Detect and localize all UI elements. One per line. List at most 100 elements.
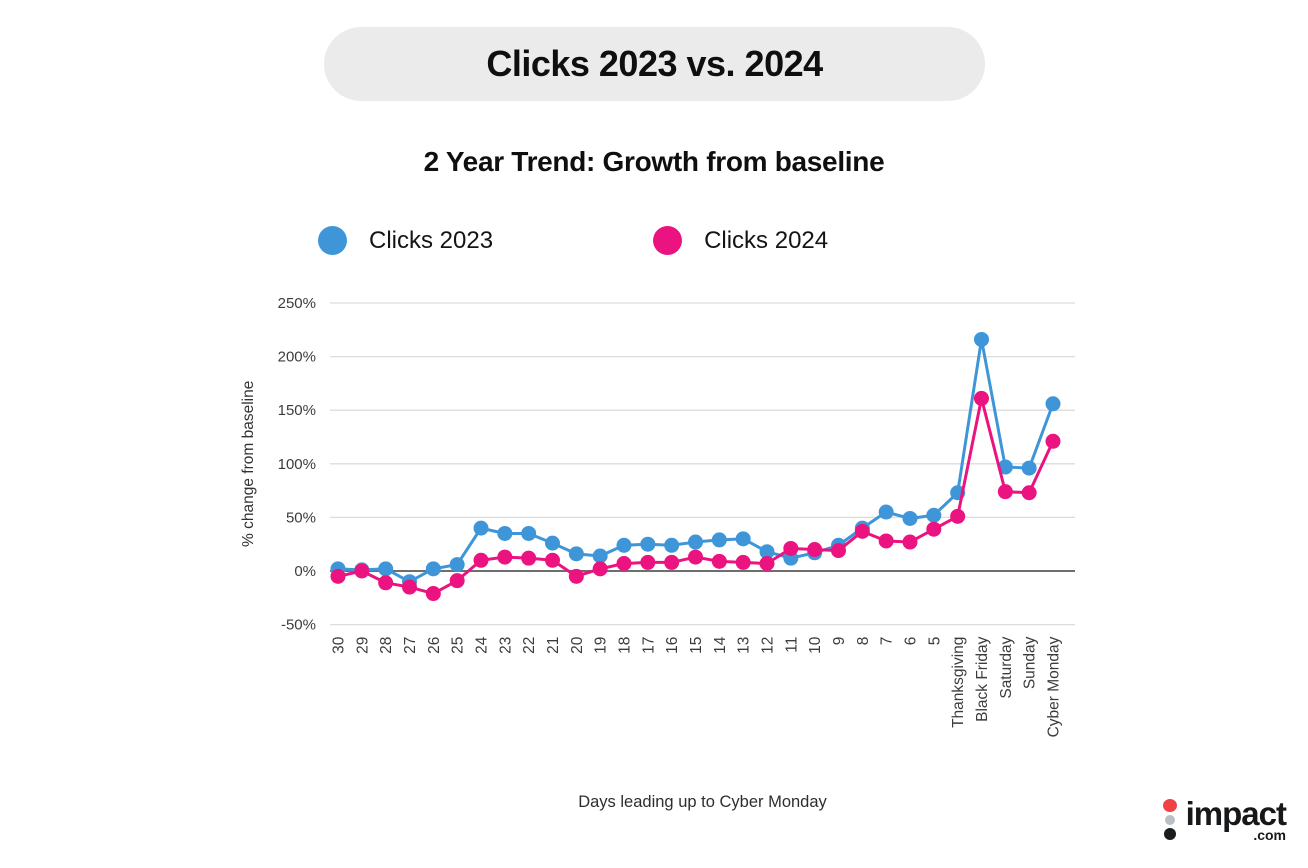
- data-point: [926, 507, 942, 523]
- x-tick-label: 19: [593, 637, 610, 654]
- x-tick-label: 13: [736, 637, 753, 654]
- data-point: [521, 550, 537, 566]
- data-point: [473, 520, 489, 536]
- data-point: [497, 549, 513, 565]
- data-point: [568, 568, 584, 584]
- data-point: [831, 543, 846, 559]
- data-point: [688, 534, 703, 550]
- data-point: [592, 548, 608, 564]
- x-tick-label: 15: [688, 637, 705, 654]
- chart-svg: 250% 200% 150% 100% 50% 0% -50% % change from b…: [240, 295, 1075, 811]
- x-axis-title: Days leading up to Cyber Monday: [578, 793, 827, 811]
- x-tick-label: 20: [569, 636, 586, 654]
- data-point: [425, 561, 441, 577]
- data-point: [1021, 485, 1037, 501]
- data-point: [473, 552, 489, 568]
- data-point: [926, 521, 942, 537]
- data-point: [664, 554, 680, 570]
- logo-text: impact: [1185, 795, 1287, 832]
- title-pill: Clicks 2023 vs. 2024: [324, 27, 985, 101]
- impact-logo: impact .com: [1162, 795, 1287, 842]
- data-point: [449, 557, 465, 573]
- x-tick-label: 11: [783, 637, 800, 653]
- data-point: [616, 537, 632, 553]
- data-point: [711, 532, 727, 548]
- x-tick-label: 21: [545, 637, 562, 654]
- legend-label: Clicks 2024: [704, 226, 829, 254]
- x-tick-label: 27: [402, 637, 419, 654]
- data-point: [878, 504, 894, 520]
- data-point: [759, 544, 775, 560]
- data-point: [616, 555, 632, 571]
- x-tick-label: 9: [831, 637, 848, 646]
- x-tick-label: 18: [617, 637, 634, 654]
- data-point: [950, 508, 966, 524]
- data-point: [425, 586, 441, 602]
- line-chart: 250% 200% 150% 100% 50% 0% -50% % change from b…: [0, 270, 1308, 820]
- x-tick-label: 28: [378, 637, 395, 654]
- data-point: [997, 459, 1013, 475]
- y-tick-label: -50%: [281, 617, 316, 634]
- data-point: [378, 561, 394, 577]
- data-point: [640, 554, 656, 570]
- x-tick-label: 8: [855, 637, 872, 646]
- data-point: [759, 555, 775, 571]
- data-point: [735, 531, 751, 547]
- data-point: [1045, 433, 1061, 449]
- x-tick-label: 5: [926, 637, 943, 646]
- data-point: [592, 561, 608, 577]
- x-tick-label: 16: [664, 637, 681, 654]
- legend-item: Clicks 2024: [653, 226, 828, 255]
- data-point: [688, 549, 703, 565]
- data-point: [354, 563, 370, 579]
- x-tick-label: Cyber Monday: [1046, 636, 1063, 737]
- data-point: [640, 536, 656, 552]
- data-point: [664, 537, 680, 553]
- x-tick-label: 7: [879, 637, 896, 646]
- legend-item: Clicks 2023: [318, 226, 493, 255]
- y-tick-label: 200%: [278, 349, 316, 366]
- logo-dot-icon: [1163, 828, 1176, 840]
- y-tick-label: 100%: [278, 456, 316, 473]
- data-point: [974, 331, 989, 347]
- x-tick-label: 14: [712, 636, 729, 654]
- y-axis-title: % change from baseline: [240, 381, 257, 547]
- x-tick-label: 30: [331, 636, 348, 654]
- data-point: [902, 510, 918, 526]
- logo-wordmark: impact .com: [1185, 795, 1287, 842]
- y-tick-label: 250%: [278, 295, 316, 312]
- data-point: [783, 540, 799, 556]
- logo-dots-icon: [1162, 799, 1177, 842]
- data-point: [545, 535, 560, 551]
- x-tick-label: 22: [521, 637, 538, 654]
- y-tick-label: 150%: [278, 402, 316, 419]
- x-tick-label: 12: [760, 637, 777, 654]
- data-point: [878, 533, 894, 549]
- data-point: [735, 554, 751, 570]
- legend-dot-icon: [653, 226, 683, 255]
- y-tick-label: 0%: [294, 563, 316, 580]
- chart-subtitle: 2 Year Trend: Growth from baseline: [423, 146, 885, 177]
- logo-dot-icon: [1162, 799, 1177, 812]
- data-point: [854, 523, 870, 539]
- data-point: [378, 575, 394, 591]
- x-tick-label: 23: [497, 637, 514, 654]
- data-point: [330, 568, 346, 584]
- data-point: [497, 525, 513, 541]
- chart-legend: Clicks 2023 Clicks 2024: [318, 226, 828, 255]
- y-tick-label: 50%: [286, 509, 316, 526]
- legend-dot-icon: [318, 226, 347, 255]
- x-tick-label: Sunday: [1022, 636, 1039, 689]
- x-tick-label: 24: [474, 636, 491, 654]
- x-tick-label: 26: [426, 637, 443, 654]
- legend-label: Clicks 2023: [369, 226, 494, 254]
- data-point: [711, 553, 727, 569]
- data-point: [449, 573, 465, 589]
- data-point: [521, 525, 537, 541]
- page-title: Clicks 2023 vs. 2024: [486, 43, 823, 84]
- logo-dot-icon: [1164, 815, 1175, 825]
- x-tick-label: 17: [640, 637, 657, 654]
- x-tick-label: 6: [903, 637, 920, 646]
- data-point: [997, 484, 1013, 500]
